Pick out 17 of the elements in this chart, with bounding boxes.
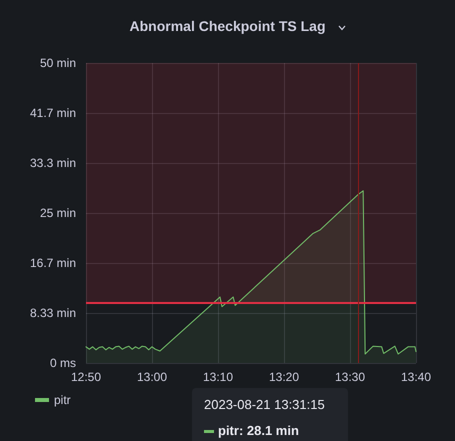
x-tick-label: 13:10	[203, 370, 234, 384]
text: 2023-08-21 13:31:15	[204, 397, 325, 412]
y-tick-label: 33.3 min	[30, 156, 76, 170]
y-tick-label: 50 min	[40, 56, 76, 70]
x-tick-label: 13:30	[334, 370, 366, 384]
y-tick-label: 0 ms	[50, 356, 76, 370]
y-tick-label: 41.7 min	[30, 106, 76, 120]
x-tick-label: 13:00	[136, 370, 168, 384]
y-tick-label: 8.33 min	[30, 306, 76, 320]
y-tick-label: 16.7 min	[30, 256, 76, 270]
y-tick-label: 25 min	[40, 206, 76, 220]
text: pitr: 28.1 min	[218, 423, 299, 438]
legend-label: pitr	[54, 393, 71, 407]
chart-title: Abnormal Checkpoint TS Lag	[129, 18, 326, 34]
x-tick-label: 13:20	[268, 370, 300, 384]
x-tick-label: 13:40	[400, 370, 432, 384]
x-tick-label: 12:50	[70, 370, 102, 384]
